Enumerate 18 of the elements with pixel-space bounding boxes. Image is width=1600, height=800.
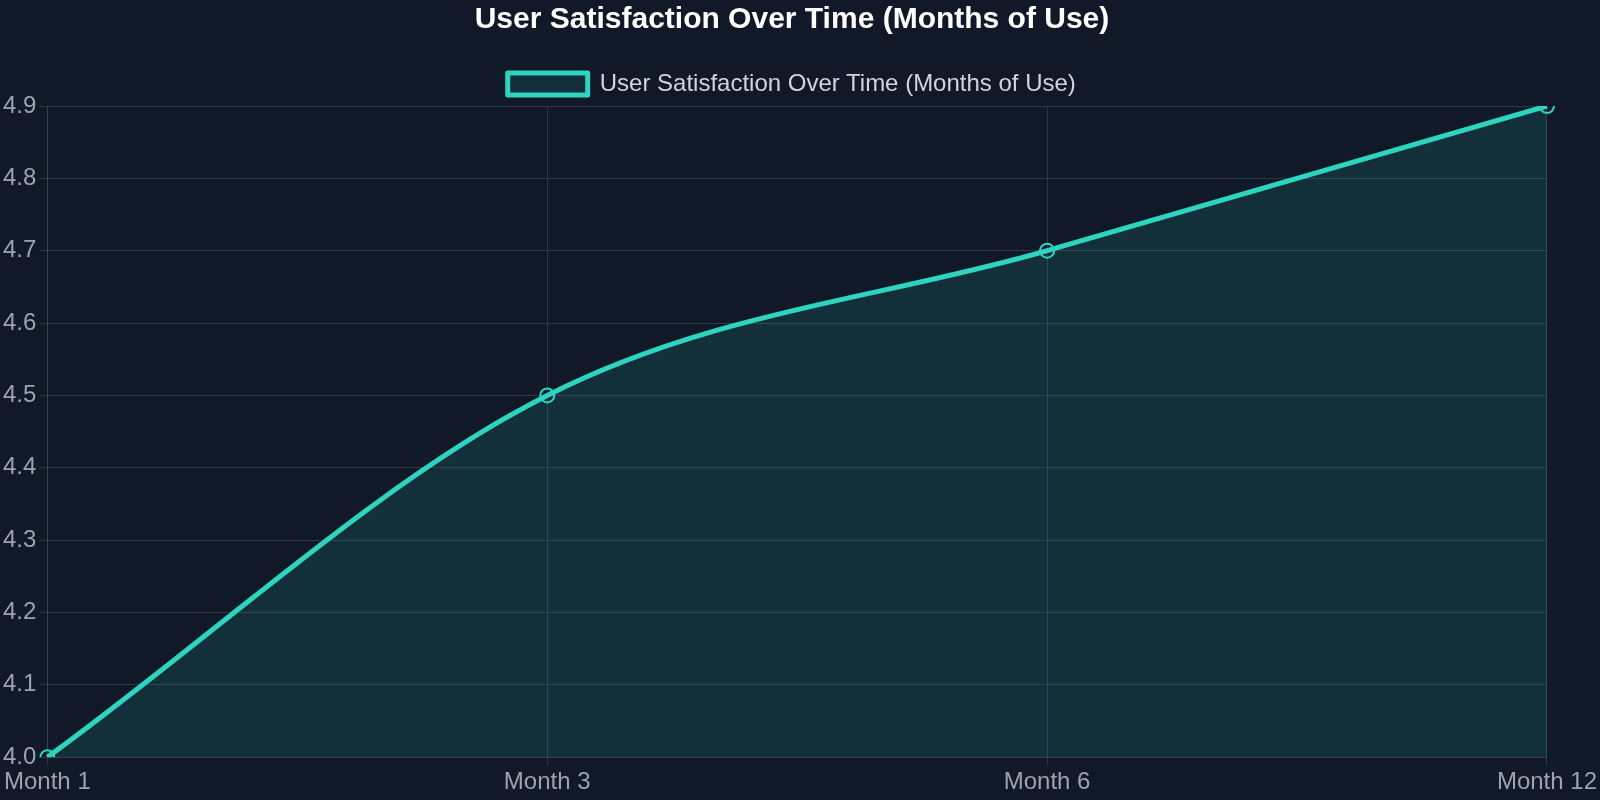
y-tick-label: 4.4 [2, 452, 37, 480]
y-tick-label: 4.1 [2, 669, 37, 697]
x-tick-label: Month 3 [503, 767, 591, 795]
y-tick-label: 4.2 [2, 597, 37, 625]
y-tick-label: 4.0 [2, 741, 37, 769]
legend-label: User Satisfaction Over Time (Months of Use) [599, 68, 1076, 96]
x-tick-label: Month 6 [1003, 767, 1091, 795]
y-tick-label: 4.3 [2, 524, 37, 552]
y-tick-label: 4.6 [2, 307, 37, 335]
x-tick-label: Month 1 [4, 767, 91, 795]
y-tick-label: 4.5 [2, 380, 37, 408]
y-tick-label: 4.8 [2, 162, 37, 190]
point [1039, 242, 1056, 259]
point [539, 387, 556, 404]
x-tick-label: Month 12 [1496, 767, 1598, 795]
y-tick-label: 4.7 [2, 235, 37, 263]
chart-title: User Satisfaction Over Time (Months of Use) [474, 1, 1110, 35]
y-tick-label: 4.9 [2, 90, 37, 118]
